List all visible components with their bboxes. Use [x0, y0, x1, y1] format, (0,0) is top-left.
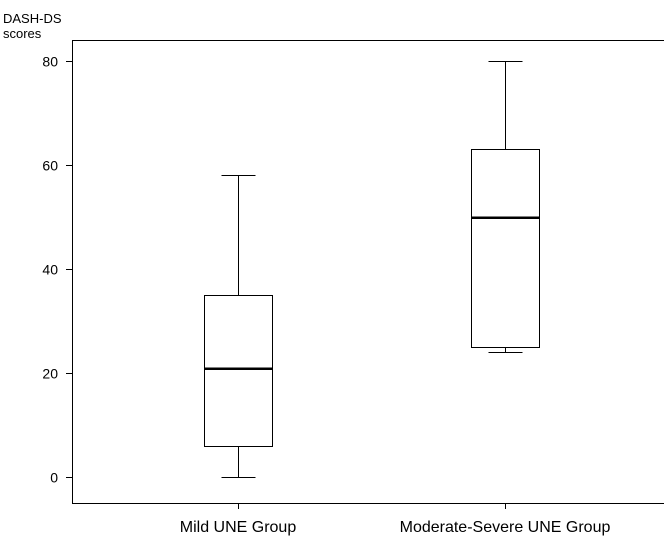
y-axis-label-line-2: scores	[3, 26, 42, 41]
y-tick-label-60: 60	[42, 158, 58, 174]
y-tick-label-0: 0	[50, 470, 58, 486]
y-tick-label-20: 20	[42, 366, 58, 382]
y-tick-label-80: 80	[42, 54, 58, 70]
y-axis-label-line-1: DASH-DS	[3, 11, 62, 26]
boxes	[204, 61, 540, 509]
x-axis-categories: Mild UNE Group Moderate-Severe UNE Group	[180, 519, 611, 536]
box-2	[471, 61, 540, 509]
iqr-box	[471, 149, 540, 348]
y-axis-ticks: 0 20 40 60 80	[42, 54, 72, 486]
x-category-label-2: Moderate-Severe UNE Group	[400, 519, 611, 536]
x-category-label-1: Mild UNE Group	[180, 519, 297, 536]
plot-frame	[72, 40, 664, 504]
iqr-box	[204, 295, 273, 447]
y-tick-label-40: 40	[42, 262, 58, 278]
box-1	[204, 175, 273, 509]
